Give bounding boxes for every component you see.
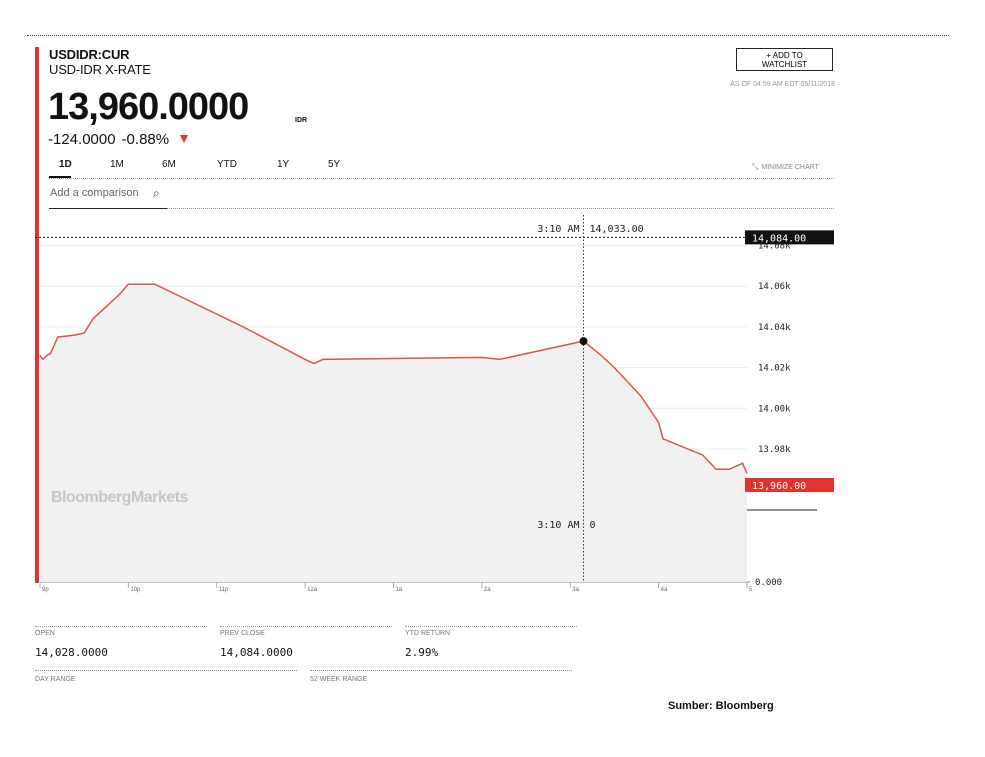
x-tick-label: 1a [396,587,403,593]
last-price-tag-label: 13,960.00 [752,481,806,492]
x-tick-label: 12a [307,587,318,593]
comparison-divider [167,208,834,209]
x-tick-label: 3a [572,587,579,593]
x-tick-label: 5 [749,587,753,593]
stat-open-value: 14,028.0000 [35,646,108,659]
stat-ytd-label: YTD RETURN [405,630,451,637]
x-tick-label: 10p [130,587,141,593]
stat-divider [220,626,392,627]
stat-day-range-label: DAY RANGE [35,676,76,683]
x-tick-label: 2a [484,587,491,593]
stat-divider [35,670,297,671]
y-tick-label: 14.04k [758,323,791,333]
prev-close-tag [745,230,834,245]
crosshair-time-volume: 3:10 AM [537,520,579,531]
last-price-tag [745,478,834,492]
stat-prev-close-value: 14,084.0000 [220,646,293,659]
prev-close-tag-label: 14,084.00 [752,233,806,244]
tabs-divider [49,178,834,179]
comparison-underline [49,208,167,209]
stat-divider [405,626,577,627]
price-tags: 14,084.00 13,960.00 [745,230,834,492]
y-tick-label: 14.02k [758,364,791,374]
stat-ytd-value: 2.99% [405,646,439,659]
tab-6m[interactable]: 6M [162,159,176,170]
tab-5y[interactable]: 5Y [328,159,341,170]
minimize-label: MINIMIZE CHART [761,164,819,171]
y-tick-label: 14.06k [758,282,791,292]
ticker-name: USD-IDR X-RATE [49,62,151,77]
y-axis-labels: 13.98k 14.00k 14.02k 14.04k 14.06k 14.08k 0.00… [755,242,791,588]
source-credit: Sumber: Bloomberg [668,700,774,712]
y-tick-label: 14.08k [758,242,791,252]
crosshair-value: 14,033.00 [590,224,644,235]
search-icon[interactable]: ⌕ [153,186,160,200]
change-value: -124.0000 [48,131,116,148]
price-change: -124.0000 -0.88% [48,131,169,148]
price-value: 13,960.0000 [48,86,249,128]
minimize-chart-button[interactable]: ⤡ MINIMIZE CHART [752,162,819,172]
top-divider [27,35,949,36]
tab-ytd[interactable]: YTD [217,159,237,170]
price-line [39,283,748,474]
currency-label: IDR [295,117,308,124]
y-tick-label: 13.98k [758,445,791,455]
down-arrow-icon [180,135,188,143]
x-axis-labels: 9p 10p 11p 12a 1a 2a 3a 4a 5 [39,582,753,593]
change-percent: -0.88% [121,131,170,148]
x-tick-label: 4a [661,587,668,593]
x-tick-label: 11p [219,587,229,593]
active-tab-indicator [49,176,71,178]
as-of-timestamp: AS OF 04:59 AM EDT 05/11/2018 [730,81,835,88]
crosshair-point [579,337,588,346]
crosshair-volume: 0 [590,520,596,531]
x-tick-label: 9p [42,587,49,593]
volume-axis-label: 0.000 [755,578,782,588]
crosshair: 3:10 AM 14,033.00 3:10 AM 0 [537,215,644,582]
add-to-watchlist-button[interactable]: + ADD TO WATCHLIST [736,48,833,71]
tab-1y[interactable]: 1Y [277,159,290,170]
accent-bar [35,47,39,583]
minimize-icon: ⤡ [752,162,759,171]
stat-divider [35,626,207,627]
stat-prev-close-label: PREV CLOSE [220,630,265,637]
tab-1m[interactable]: 1M [110,159,124,170]
bloomberg-watermark: BloombergMarkets [51,489,189,506]
stat-52week-range-label: 52 WEEK RANGE [310,676,368,683]
stat-open-label: OPEN [35,630,55,637]
crosshair-time: 3:10 AM [537,224,579,235]
stat-divider [310,670,572,671]
price-area [40,284,747,582]
y-tick-label: 14.00k [758,404,791,414]
tab-1d[interactable]: 1D [59,159,72,170]
comparison-input[interactable]: Add a comparison [50,187,139,199]
ticker-symbol: USDIDR:CUR [49,47,130,62]
